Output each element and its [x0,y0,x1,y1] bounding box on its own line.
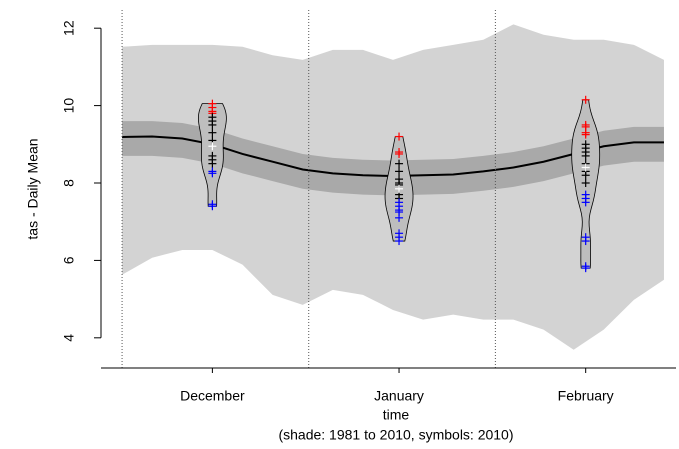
x-axis-label: time [383,407,410,423]
symbol [395,167,404,176]
symbol [581,163,590,172]
symbol [581,171,590,180]
symbol [581,130,590,139]
x-tick-label: January [374,388,424,404]
band [122,121,664,196]
subtitle: (shade: 1981 to 2010, symbols: 2010) [278,427,513,443]
symbol [208,202,217,211]
symbol [395,184,404,193]
y-tick-label: 12 [61,20,77,36]
symbol [208,169,217,178]
y-axis-label: tas - Daily Mean [25,138,41,239]
symbol [581,264,590,273]
symbol [208,159,217,168]
symbol [395,149,404,158]
x-tick-label: December [180,388,245,404]
symbol [581,95,590,104]
symbol [581,198,590,207]
symbol [395,237,404,246]
symbol [208,128,217,137]
symbol [395,132,404,141]
symbol [395,213,404,222]
symbol [581,237,590,246]
symbol [395,159,404,168]
y-tick-label: 10 [61,98,77,114]
y-tick-label: 8 [61,179,77,187]
symbol [581,151,590,160]
y-tick-label: 4 [61,334,77,342]
symbol [581,179,590,188]
symbol [208,120,217,129]
y-tick-label: 6 [61,256,77,264]
symbol [208,142,217,151]
x-tick-label: February [558,388,614,404]
